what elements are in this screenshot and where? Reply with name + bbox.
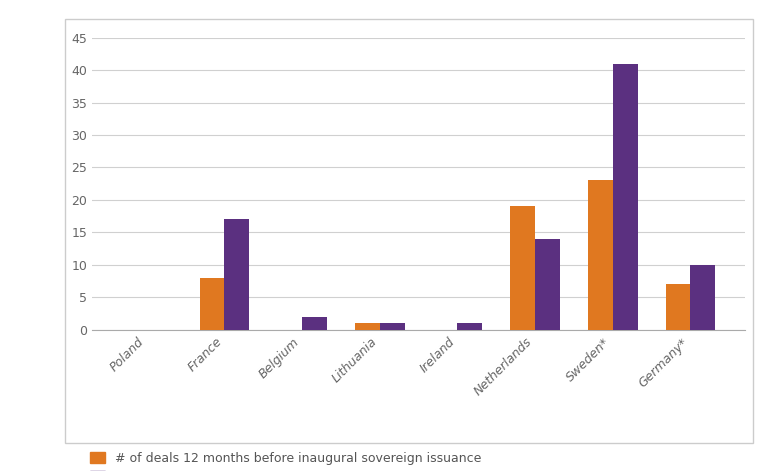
Bar bbox=[224, 219, 250, 330]
Bar bbox=[613, 64, 637, 330]
Bar bbox=[302, 317, 327, 330]
Bar bbox=[200, 278, 224, 330]
Bar bbox=[588, 180, 613, 330]
Bar bbox=[510, 206, 535, 330]
Bar bbox=[690, 265, 715, 330]
Bar bbox=[666, 284, 690, 330]
Legend: # of deals 12 months before inaugural sovereign issuance, # of deals 12 months a: # of deals 12 months before inaugural so… bbox=[85, 447, 487, 471]
Bar bbox=[535, 239, 560, 330]
Bar bbox=[458, 323, 482, 330]
Bar bbox=[355, 323, 379, 330]
Bar bbox=[379, 323, 405, 330]
